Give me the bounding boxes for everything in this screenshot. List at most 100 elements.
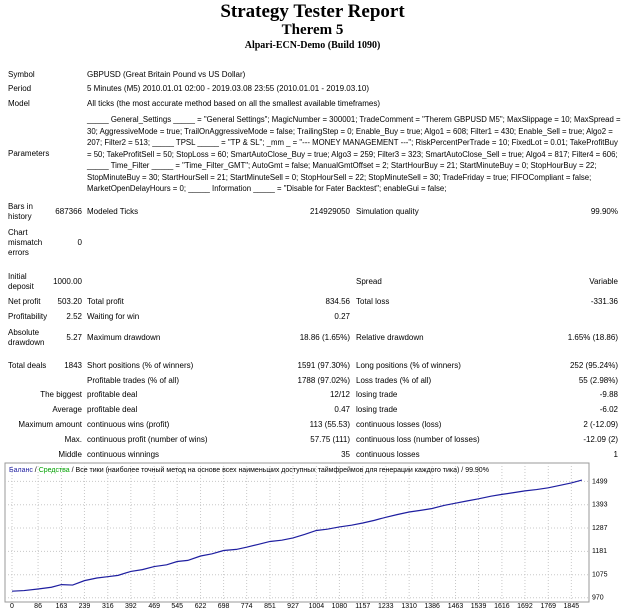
row-value: All ticks (the most accurate method base…	[87, 99, 381, 108]
stat-cell: Loss trades (% of all)	[356, 376, 432, 385]
stat-cell: continuous profit (number of wins)	[87, 435, 208, 444]
stat-cell: 687366	[55, 207, 82, 216]
stat-cell: Relative drawdown	[356, 333, 424, 342]
y-tick-label: 1181	[592, 548, 607, 555]
stat-cell: 1	[613, 450, 618, 459]
stat-cell: 18.86 (1.65%)	[299, 333, 350, 342]
x-tick-label: 1616	[494, 603, 510, 610]
x-tick-label: 927	[287, 603, 299, 610]
stat-label: Profitability	[8, 312, 48, 321]
stat-cell: Waiting for win	[87, 312, 140, 321]
x-tick-label: 1692	[517, 603, 533, 610]
stat-cell: 1788 (97.02%)	[297, 376, 350, 385]
x-tick-label: 698	[218, 603, 230, 610]
x-tick-label: 392	[125, 603, 137, 610]
stat-cell: -6.02	[599, 405, 618, 414]
stat-cell: 35	[341, 450, 350, 459]
y-tick-label: 1499	[592, 478, 608, 485]
legend: Баланс / Средства / Все тики (наиболее т…	[9, 466, 489, 474]
stat-label: Net profit	[8, 297, 41, 306]
stat-cell: -12.09 (2)	[583, 435, 618, 444]
balance-line	[11, 479, 583, 592]
stat-cell: profitable deal	[87, 390, 138, 399]
row-label: Model	[8, 99, 30, 108]
stat-cell: 1.65% (18.86)	[567, 333, 618, 342]
x-tick-label: 239	[79, 603, 91, 610]
stat-cell: Profitable trades (% of all)	[87, 376, 180, 385]
stat-cell: 0.47	[334, 405, 350, 414]
stat-cell: 252 (95.24%)	[569, 361, 618, 370]
stat-label: Bars in history	[8, 202, 33, 221]
stat-label: Total deals	[8, 361, 47, 370]
x-tick-label: 1463	[448, 603, 464, 610]
x-tick-label: 1386	[424, 603, 440, 610]
stat-label: Chart mismatch errors	[8, 228, 43, 257]
x-tick-label: 622	[195, 603, 207, 610]
stat-cell: profitable deal	[87, 405, 138, 414]
stat-cell: Maximum amount	[18, 420, 82, 429]
plot-area	[4, 462, 590, 603]
stat-cell: 113 (55.53)	[309, 420, 350, 429]
stat-cell: continuous winnings	[87, 450, 160, 459]
stat-cell: 2 (-12.09)	[583, 420, 618, 429]
stat-cell: 12/12	[329, 390, 350, 399]
x-tick-label: 851	[264, 603, 276, 610]
row-label: Symbol	[8, 70, 35, 79]
x-tick-label: 1157	[355, 603, 370, 610]
stat-cell: 1843	[64, 361, 82, 370]
legend-entry: Все тики (наиболее точный метод на основ…	[76, 466, 460, 474]
balance-chart: 970 1075 1181 1287 1393 1499 0 86 163 239 316 392 46…	[4, 462, 608, 610]
x-tick-label: 1845	[564, 603, 580, 610]
stat-cell: continuous wins (profit)	[87, 420, 170, 429]
stat-label: Absolute drawdown	[8, 328, 45, 347]
stat-cell: Middle	[58, 450, 82, 459]
stat-cell: The biggest	[40, 390, 82, 399]
row-label: Period	[8, 84, 32, 93]
stat-cell: 214929050	[309, 207, 350, 216]
x-tick-label: 163	[56, 603, 68, 610]
stat-label: Initial deposit	[8, 272, 34, 291]
parameters-text: _____ General_Settings _____ = "General …	[87, 115, 621, 193]
y-tick-label: 1075	[592, 572, 608, 579]
report-subtitle: Therem 5	[281, 22, 344, 38]
stat-cell: 1000.00	[53, 277, 82, 286]
x-tick-label: 1004	[309, 603, 325, 610]
x-tick-label: 1310	[401, 603, 417, 610]
stat-cell: Variable	[589, 277, 618, 286]
stat-cell: continuous losses (loss)	[356, 420, 442, 429]
stat-cell: 0	[77, 238, 82, 247]
x-tick-label: 316	[102, 603, 114, 610]
report-title: Strategy Tester Report	[220, 1, 405, 22]
stat-cell: -9.88	[599, 390, 618, 399]
stat-cell: losing trade	[356, 405, 398, 414]
x-tick-label: 86	[34, 603, 42, 610]
x-tick-label: 1080	[332, 603, 348, 610]
stat-cell: 1591 (97.30%)	[297, 361, 350, 370]
stat-cell: Maximum drawdown	[87, 333, 161, 342]
stat-cell: Long positions (% of winners)	[356, 361, 461, 370]
x-tick-label: 774	[241, 603, 253, 610]
legend-entry: Средства	[39, 467, 70, 474]
stat-cell: continuous losses	[356, 450, 420, 459]
stat-cell: 57.75 (111)	[310, 435, 350, 444]
stat-cell: 0.27	[334, 312, 350, 321]
row-value: 5 Minutes (M5) 2010.01.01 02:00 - 2019.0…	[87, 84, 369, 93]
stat-cell: Short positions (% of winners)	[87, 361, 194, 370]
stat-cell: 99.90%	[590, 207, 618, 216]
stat-cell: 5.27	[66, 333, 82, 342]
stat-cell: 834.56	[325, 297, 350, 306]
x-tick-label: 1233	[378, 603, 394, 610]
stat-cell: Spread	[356, 277, 382, 286]
y-tick-label: 1287	[592, 525, 608, 532]
legend-separator: /	[70, 467, 76, 474]
stat-cell: Modeled Ticks	[87, 207, 139, 216]
stat-cell: Average	[52, 405, 82, 414]
legend-entry: 99.90%	[465, 467, 489, 474]
stat-cell: -331.36	[590, 297, 618, 306]
legend-entry: Баланс	[9, 467, 33, 474]
x-tick-label: 1539	[471, 603, 487, 610]
stat-cell: Total loss	[356, 297, 390, 306]
x-tick-label: 1769	[540, 603, 556, 610]
stat-cell: 503.20	[57, 297, 82, 306]
